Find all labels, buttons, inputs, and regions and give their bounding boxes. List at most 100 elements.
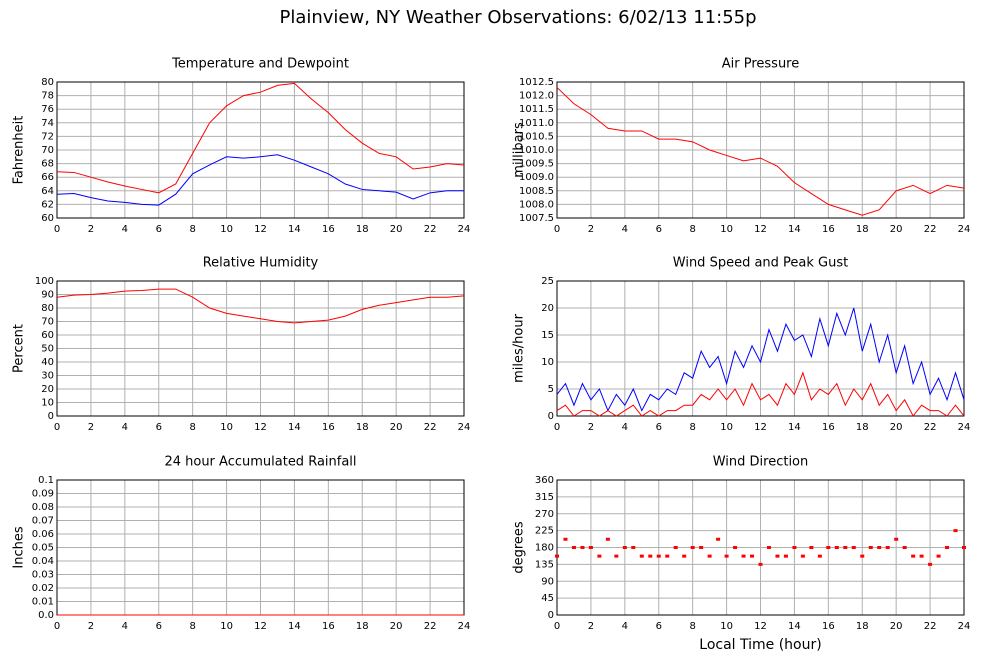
data-point: [792, 546, 797, 549]
x-tick-label: 6: [656, 621, 662, 632]
x-tick-label: 10: [720, 224, 733, 235]
y-tick-label: 1011.5: [519, 104, 554, 115]
x-tick-label: 0: [554, 224, 560, 235]
data-point: [783, 554, 788, 558]
plot-frame: [556, 280, 965, 417]
x-tick-label: 8: [189, 621, 195, 632]
x-tick-label: 24: [458, 422, 471, 433]
x-tick-label: 22: [424, 224, 437, 235]
plot-frame: [56, 280, 465, 417]
data-point: [741, 554, 746, 558]
x-tick-label: 14: [288, 224, 301, 235]
data-point: [902, 546, 907, 549]
data-point: [877, 546, 882, 549]
x-tick-label: 14: [788, 224, 801, 235]
y-tick-label: 0.03: [32, 570, 54, 581]
y-tick-label: 1007.5: [519, 213, 554, 224]
data-line: [556, 87, 965, 216]
data-point: [563, 537, 568, 541]
data-point: [945, 546, 950, 549]
x-tick-label: 10: [220, 621, 233, 632]
data-point: [699, 546, 704, 549]
x-tick-label: 24: [958, 621, 971, 632]
y-tick-label: 1009.0: [519, 172, 554, 183]
x-tick-label: 20: [390, 621, 403, 632]
x-tick-label: 2: [88, 224, 94, 235]
y-tick-label: 60: [41, 213, 54, 224]
x-tick-label: 16: [322, 621, 335, 632]
x-tick-label: 20: [390, 224, 403, 235]
y-tick-label: 40: [41, 357, 54, 368]
data-point: [580, 546, 585, 549]
x-tick-label: 20: [890, 621, 903, 632]
y-tick-label: 0.04: [32, 556, 54, 567]
x-tick-label: 8: [189, 422, 195, 433]
x-tick-label: 18: [856, 224, 869, 235]
data-point: [682, 554, 687, 558]
y-axis-label: miles/hour: [512, 313, 527, 382]
y-tick-label: 10: [541, 357, 554, 368]
data-point: [962, 546, 966, 549]
x-tick-label: 10: [220, 224, 233, 235]
x-tick-label: 12: [754, 224, 767, 235]
x-tick-label: 16: [822, 422, 835, 433]
y-axis-label: Fahrenheit: [12, 116, 27, 185]
y-tick-label: 180: [535, 543, 554, 554]
x-tick-label: 0: [54, 422, 60, 433]
y-tick-label: 0.08: [32, 502, 54, 513]
y-tick-label: 0.02: [32, 583, 54, 594]
data-point: [631, 546, 636, 549]
data-point: [716, 537, 721, 541]
x-tick-label: 12: [254, 224, 267, 235]
x-tick-label: 16: [322, 224, 335, 235]
x-tick-label: 6: [156, 224, 162, 235]
x-tick-label: 22: [424, 422, 437, 433]
data-point: [766, 546, 771, 549]
chart-title: Temperature and Dewpoint: [171, 57, 349, 72]
y-tick-label: 0: [548, 610, 554, 621]
y-tick-label: 0.05: [32, 543, 54, 554]
x-tick-label: 14: [288, 621, 301, 632]
data-point: [919, 554, 924, 558]
y-tick-label: 0.09: [32, 489, 54, 500]
data-point: [868, 546, 873, 549]
y-tick-label: 100: [35, 276, 54, 287]
x-tick-label: 12: [754, 621, 767, 632]
x-tick-label: 18: [356, 422, 369, 433]
y-tick-label: 225: [535, 526, 554, 537]
x-tick-label: 4: [122, 224, 128, 235]
x-tick-label: 6: [156, 621, 162, 632]
x-tick-label: 6: [656, 224, 662, 235]
y-tick-label: 0.01: [32, 597, 54, 608]
y-tick-label: 0.1: [38, 475, 54, 486]
plot-frame: [556, 81, 965, 219]
x-tick-label: 12: [254, 422, 267, 433]
x-tick-label: 22: [924, 422, 937, 433]
data-point: [928, 562, 933, 566]
y-tick-label: 5: [548, 384, 554, 395]
y-tick-label: 135: [535, 559, 554, 570]
y-axis-label: degrees: [512, 521, 527, 574]
data-point: [648, 554, 653, 558]
x-tick-label: 10: [720, 422, 733, 433]
x-tick-label: 12: [254, 621, 267, 632]
y-tick-label: 64: [41, 186, 54, 197]
y-tick-label: 70: [41, 317, 54, 328]
x-axis-label: Local Time (hour): [699, 637, 821, 653]
data-point: [817, 554, 822, 558]
x-tick-label: 20: [890, 224, 903, 235]
x-tick-label: 24: [958, 224, 971, 235]
x-tick-label: 2: [588, 224, 594, 235]
x-tick-label: 2: [588, 422, 594, 433]
y-tick-label: 1008.5: [519, 186, 554, 197]
data-point: [936, 554, 941, 558]
y-tick-label: 1012.5: [519, 77, 554, 88]
data-point: [639, 554, 644, 558]
y-tick-label: 1012.0: [519, 91, 554, 102]
y-tick-label: 60: [41, 330, 54, 341]
data-point: [860, 554, 865, 558]
data-line: [56, 154, 464, 206]
chart-title: Wind Direction: [713, 455, 809, 470]
